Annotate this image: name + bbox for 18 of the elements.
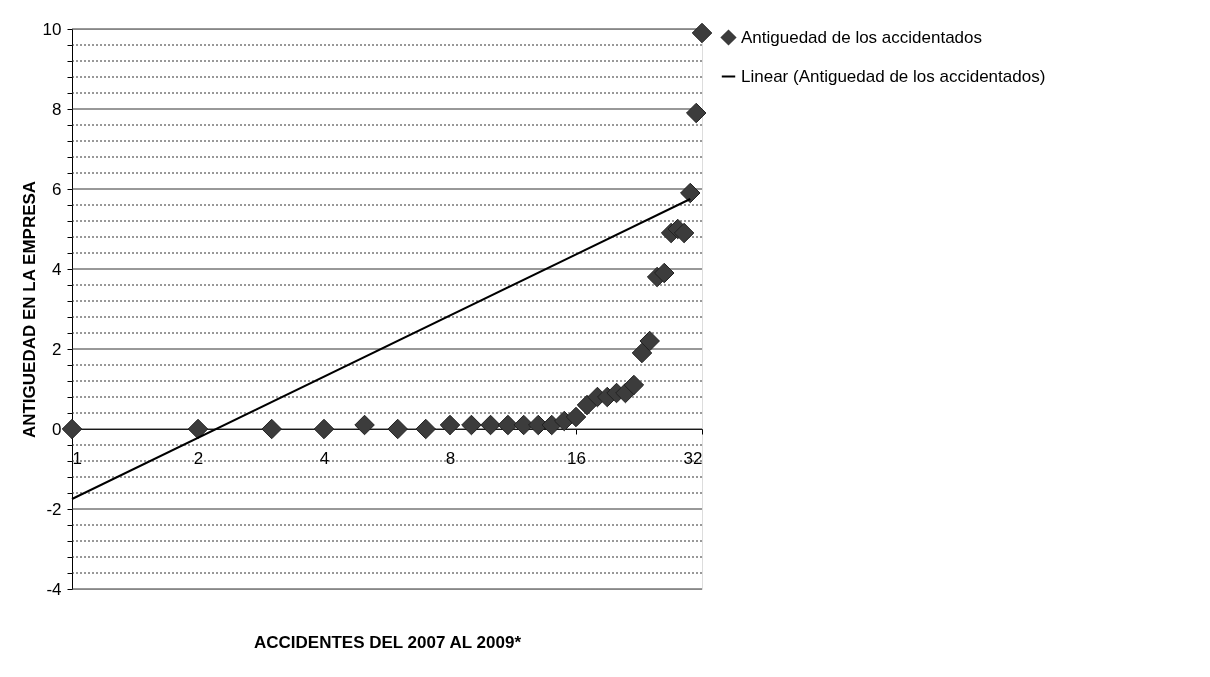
y-tick-label: 8	[52, 99, 62, 119]
x-tick-label: 4	[319, 448, 330, 468]
x-tick-label: 32	[683, 448, 703, 468]
y-tick-label: 4	[52, 259, 62, 279]
y-axis-title: ANTIGUEDAD EN LA EMPRESA	[19, 180, 39, 439]
legend-label: Antiguedad de los accidentados	[741, 27, 983, 47]
x-tick-label: 16	[567, 448, 586, 468]
legend-label: Linear (Antiguedad de los accidentados)	[741, 66, 1046, 86]
x-tick-label: 2	[193, 448, 204, 468]
x-tick-label: 1	[72, 448, 82, 468]
x-axis-title: ACCIDENTES DEL 2007 AL 2009*	[253, 632, 522, 652]
y-tick-label: 2	[52, 339, 62, 359]
y-tick-label: -2	[46, 499, 62, 519]
y-tick-label: -4	[46, 579, 62, 599]
y-tick-label: 6	[52, 179, 62, 199]
x-tick-label: 8	[445, 448, 456, 468]
y-tick-label: 0	[52, 419, 62, 439]
y-tick-label: 10	[42, 19, 62, 39]
